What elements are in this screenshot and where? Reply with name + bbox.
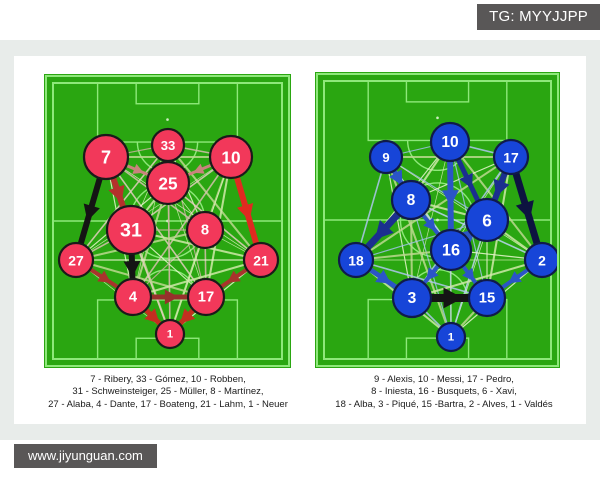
top-band: TG: MYYJJPP	[0, 0, 600, 40]
player-node-label: 31	[120, 220, 142, 242]
right-pitch-graphic: 10 9 17 8 6 18 16 2 3 15 1	[323, 80, 557, 360]
player-node-label: 2	[538, 253, 546, 269]
right-caption-line-2: 8 - Iniesta, 16 - Busquets, 6 - Xavi,	[371, 386, 517, 398]
left-caption-line-3: 27 - Alaba, 4 - Dante, 17 - Boateng, 21 …	[48, 398, 288, 410]
player-node-label: 7	[101, 148, 111, 168]
player-node-label: 1	[167, 329, 174, 341]
player-node	[492, 138, 530, 176]
player-node	[429, 121, 471, 163]
player-node	[390, 179, 432, 221]
player-node-label: 8	[201, 223, 209, 239]
player-node	[185, 210, 225, 250]
player-node	[105, 204, 157, 256]
player-node-label: 18	[348, 253, 364, 269]
player-node	[337, 241, 375, 279]
player-node-label: 33	[161, 138, 176, 153]
left-caption: 7 - Ribery, 33 - Gómez, 10 - Robben, 31 …	[24, 374, 312, 411]
tg-badge: TG: MYYJJPP	[477, 4, 600, 30]
player-node	[467, 278, 507, 318]
player-node-label: 25	[158, 174, 178, 194]
player-node	[113, 277, 153, 317]
right-caption-line-1: 9 - Alexis, 10 - Messi, 17 - Pedro,	[374, 374, 514, 385]
player-node-label: 4	[129, 290, 138, 306]
player-node	[523, 241, 557, 279]
player-node	[154, 318, 186, 350]
player-node-label: 16	[442, 242, 460, 260]
left-caption-line-2: 31 - Schweinsteiger, 25 - Müller, 8 - Ma…	[72, 386, 264, 398]
left-pitch-graphic: 33 7 10 25 31 8 27 21 4 17 1	[52, 82, 283, 360]
player-node	[435, 321, 467, 353]
player-node	[391, 277, 433, 319]
player-node	[145, 160, 191, 206]
left-pitch: 33 7 10 25 31 8 27 21 4 17 1	[47, 77, 288, 365]
content-panel: 33 7 10 25 31 8 27 21 4 17 1 10 9 17 8 6 18 16 2 3 15 1 7 - …	[0, 40, 600, 440]
player-node-label: 1	[448, 332, 455, 344]
player-node-label: 15	[479, 291, 495, 307]
right-pitch: 10 9 17 8 6 18 16 2 3 15 1	[318, 75, 557, 365]
player-node	[57, 241, 95, 279]
player-node-label: 10	[441, 134, 459, 151]
player-node	[82, 133, 130, 181]
player-node	[208, 134, 254, 180]
player-node	[429, 228, 473, 272]
player-node	[186, 277, 226, 317]
player-node-label: 17	[503, 150, 519, 166]
player-node-label: 17	[198, 290, 214, 306]
left-caption-line-1: 7 - Ribery, 33 - Gómez, 10 - Robben,	[90, 374, 246, 385]
right-caption-line-3: 18 - Alba, 3 - Piqué, 15 -Bartra, 2 - Al…	[335, 398, 553, 410]
player-node-label: 10	[221, 148, 240, 168]
player-node-label: 9	[382, 150, 389, 165]
player-node	[242, 241, 280, 279]
player-node-label: 27	[68, 253, 84, 269]
right-caption: 9 - Alexis, 10 - Messi, 17 - Pedro, 8 - …	[300, 374, 588, 411]
watermark: www.jiyunguan.com	[14, 444, 157, 468]
player-node-label: 21	[253, 253, 269, 269]
figure-card: 33 7 10 25 31 8 27 21 4 17 1 10 9 17 8 6 18 16 2 3 15 1 7 - …	[14, 56, 586, 424]
player-node-label: 8	[407, 192, 416, 209]
bottom-band: www.jiyunguan.com	[0, 440, 600, 480]
player-node-label: 3	[408, 290, 417, 307]
player-node-label: 6	[482, 211, 492, 231]
player-node	[464, 197, 510, 243]
player-node	[368, 139, 404, 175]
